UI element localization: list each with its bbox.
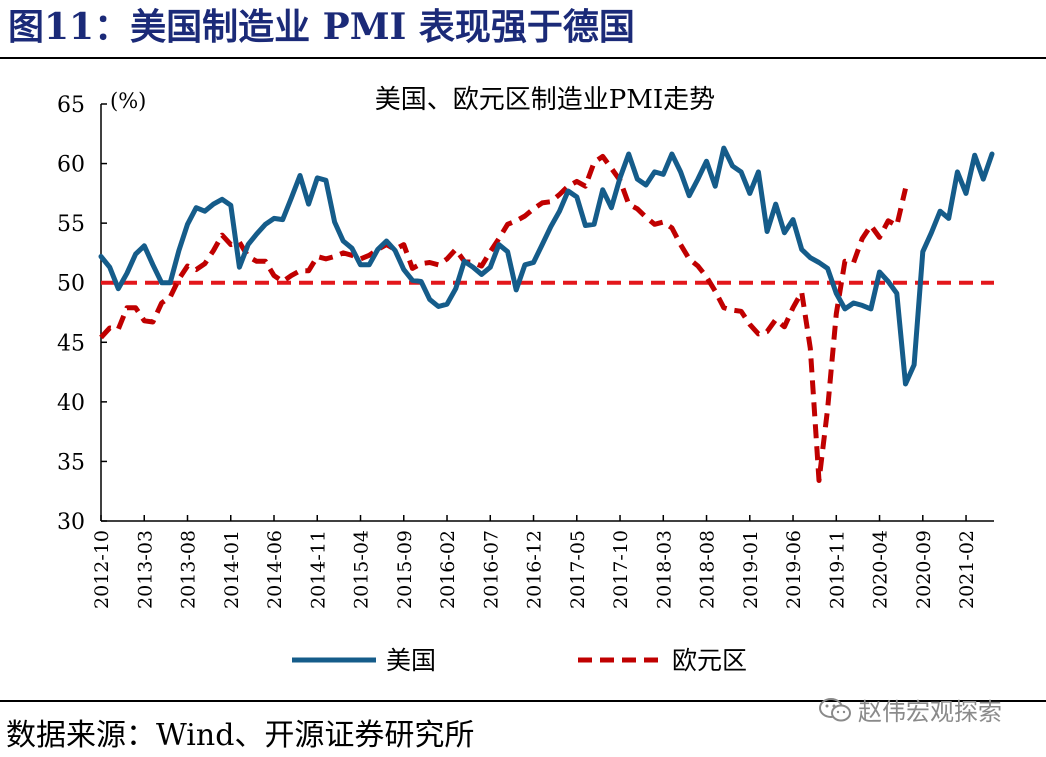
x-tick-label: 2018-08 bbox=[697, 530, 719, 609]
x-tick-label: 2013-08 bbox=[178, 530, 200, 609]
source-note: 数据来源：Wind、开源证券研究所 bbox=[6, 718, 475, 753]
y-tick-label: 65 bbox=[57, 93, 85, 118]
x-tick-label: 2015-04 bbox=[351, 530, 373, 609]
wechat-icon bbox=[819, 697, 851, 721]
x-tick-label: 2016-02 bbox=[437, 530, 459, 609]
figure-title: 图11：美国制造业 PMI 表现强于德国 bbox=[8, 6, 635, 48]
x-tick-label: 2019-01 bbox=[740, 530, 762, 609]
x-tick-label: 2018-03 bbox=[653, 530, 675, 609]
y-tick-label: 50 bbox=[57, 272, 85, 297]
x-tick-label: 2017-10 bbox=[610, 530, 632, 609]
title-rule bbox=[0, 57, 1046, 59]
chart-legend: 美国 欧元区 bbox=[292, 646, 747, 675]
y-tick-label: 55 bbox=[57, 212, 85, 237]
chart-axes: 30 35 40 45 50 55 60 65 2012-10 2013-03 2013-08 201… bbox=[57, 93, 994, 609]
series-line-us bbox=[98, 145, 995, 387]
x-tick-label: 2014-11 bbox=[307, 530, 329, 609]
x-tick-label: 2021-02 bbox=[956, 530, 978, 609]
x-tick-label: 2019-11 bbox=[826, 530, 848, 609]
x-tick-label: 2012-10 bbox=[91, 530, 113, 609]
y-tick-label: 40 bbox=[57, 391, 85, 416]
legend-us-label: 美国 bbox=[386, 646, 436, 675]
watermark-text: 赵伟宏观探索 bbox=[858, 698, 1002, 726]
x-tick-label: 2020-09 bbox=[913, 530, 935, 609]
x-tick-label: 2017-05 bbox=[567, 530, 589, 609]
watermark: 赵伟宏观探索 bbox=[818, 692, 1002, 727]
x-tick-label: 2015-09 bbox=[394, 530, 416, 609]
x-tick-label: 2014-06 bbox=[264, 530, 286, 609]
x-tick-label: 2020-04 bbox=[870, 530, 892, 609]
series-line-eurozone bbox=[99, 153, 908, 483]
y-tick-label: 30 bbox=[57, 510, 85, 535]
x-tick-label: 2016-12 bbox=[524, 530, 546, 609]
x-tick-label: 2019-06 bbox=[783, 530, 805, 609]
x-tick-label: 2013-03 bbox=[134, 530, 156, 609]
x-tick-label: 2016-07 bbox=[480, 530, 502, 609]
line-chart: 30 35 40 45 50 55 60 65 2012-10 2013-03 2013-08 201… bbox=[57, 85, 995, 675]
x-tick-label: 2014-01 bbox=[221, 530, 243, 609]
footer-rule bbox=[0, 700, 1046, 702]
chart-title: 美国、欧元区制造业PMI走势 bbox=[375, 85, 715, 115]
legend-eurozone-label: 欧元区 bbox=[672, 646, 747, 675]
y-tick-label: 60 bbox=[57, 153, 85, 178]
y-axis-unit: (%) bbox=[110, 89, 146, 113]
y-tick-label: 35 bbox=[57, 450, 85, 475]
y-tick-label: 45 bbox=[57, 331, 85, 356]
chart-series bbox=[98, 145, 995, 483]
